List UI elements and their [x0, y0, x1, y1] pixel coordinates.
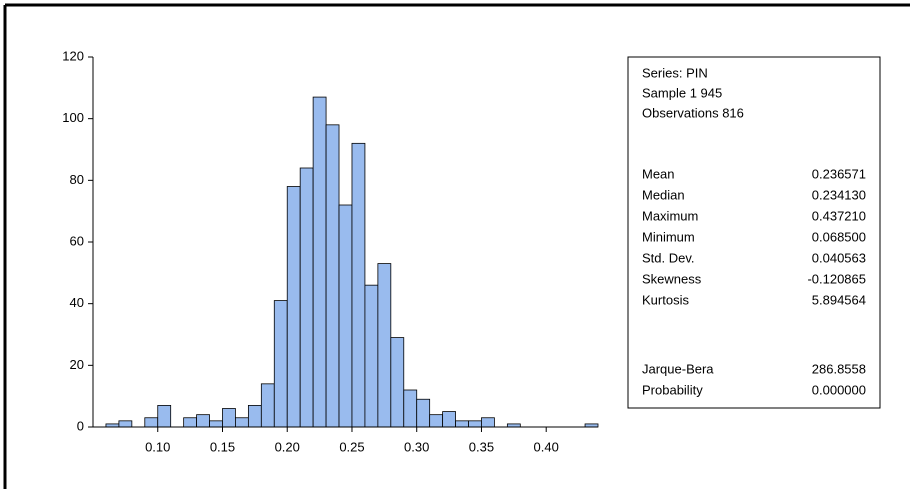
stat-label: Mean [642, 166, 675, 181]
bar [222, 408, 236, 428]
y-tick-label: 20 [70, 357, 84, 372]
stat-label: Median [642, 187, 685, 202]
bar [196, 414, 210, 428]
stat-value: 0.000000 [812, 382, 866, 397]
stat-label: Skewness [642, 271, 702, 286]
bar [312, 96, 327, 428]
x-tick-label: 0.15 [210, 439, 235, 454]
x-tick-label: 0.20 [275, 439, 300, 454]
x-tick-label: 0.25 [339, 439, 364, 454]
bar [247, 405, 262, 428]
bar [377, 263, 392, 428]
bar [260, 383, 275, 428]
stat-value: 5.894564 [812, 292, 866, 307]
bar [325, 124, 340, 428]
bar [429, 414, 444, 428]
y-tick-label: 100 [62, 110, 84, 125]
bar [442, 411, 456, 428]
stat-label: Maximum [642, 208, 698, 223]
bar [209, 420, 223, 428]
y-tick-label: 40 [70, 295, 84, 310]
bar [455, 420, 469, 428]
x-tick-label: 0.35 [469, 439, 494, 454]
y-tick-label: 0 [77, 418, 84, 433]
bar [273, 300, 288, 428]
stats-box [627, 56, 881, 409]
stat-label: Minimum [642, 229, 695, 244]
y-tick-label: 60 [70, 233, 84, 248]
stat-label: Kurtosis [642, 292, 689, 307]
bar [286, 186, 301, 428]
stat-value: 286.8558 [812, 361, 866, 376]
x-tick-label: 0.40 [534, 439, 559, 454]
bar [364, 284, 379, 428]
bar [299, 167, 314, 428]
bar [235, 417, 249, 428]
stats-header: Series: PIN [642, 65, 708, 80]
y-tick-label: 80 [70, 172, 84, 187]
bar [481, 417, 495, 428]
y-tick-label: 120 [62, 48, 84, 63]
bar [351, 142, 366, 428]
stat-value: -0.120865 [807, 271, 866, 286]
bar [390, 337, 405, 428]
bar [416, 398, 431, 428]
bar [338, 204, 353, 428]
x-tick-label: 0.10 [145, 439, 170, 454]
stat-value: 0.040563 [812, 250, 866, 265]
stat-value: 0.437210 [812, 208, 866, 223]
x-tick-label: 0.30 [404, 439, 429, 454]
bar [183, 417, 197, 428]
stat-label: Probability [642, 382, 703, 397]
bar [468, 420, 482, 428]
bar [157, 405, 172, 428]
stats-header: Sample 1 945 [642, 85, 722, 100]
bar [144, 417, 159, 428]
stat-label: Std. Dev. [642, 250, 695, 265]
stat-value: 0.234130 [812, 187, 866, 202]
stats-header: Observations 816 [642, 105, 744, 120]
bar [118, 420, 133, 428]
bar [403, 389, 418, 428]
stat-value: 0.236571 [812, 166, 866, 181]
stat-value: 0.068500 [812, 229, 866, 244]
stat-label: Jarque-Bera [642, 361, 714, 376]
